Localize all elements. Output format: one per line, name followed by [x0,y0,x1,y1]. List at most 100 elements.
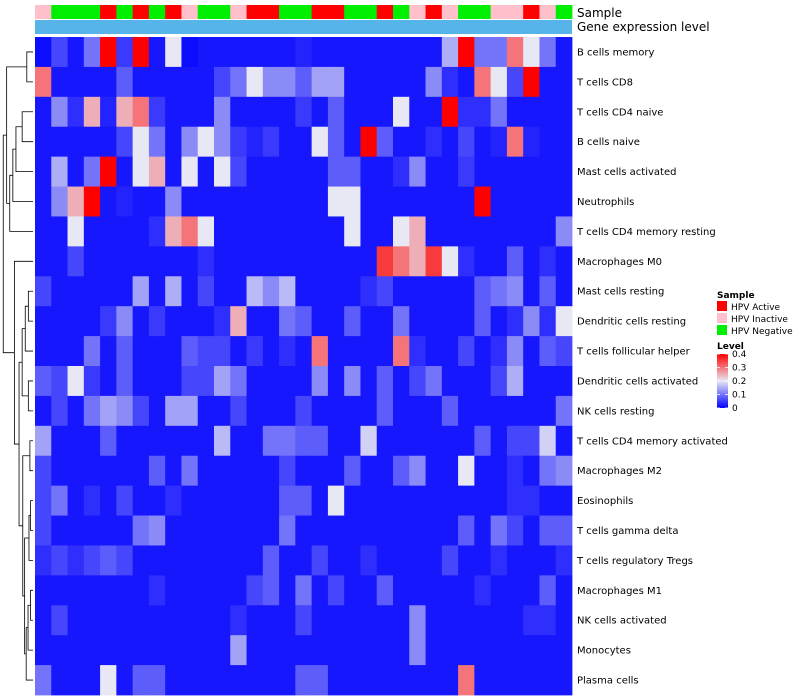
heatmap-cell [83,276,101,307]
heatmap-cell [181,515,199,546]
heatmap-cell [214,37,231,68]
heatmap-cell [214,366,231,397]
heatmap-cell [51,276,68,307]
heatmap-cell [246,455,264,487]
heatmap-cell [197,156,215,187]
heatmap-cell [360,37,378,68]
heatmap-cell [165,665,182,696]
heatmap-cell [539,425,557,457]
heatmap-cell [523,455,540,487]
heatmap-cell [262,126,280,158]
dendrogram-branch [2,134,15,354]
heatmap-cell [555,485,573,516]
heatmap-cell [230,276,247,307]
heatmap-cell [67,126,85,158]
heatmap-cell [393,575,410,606]
heatmap-cell [132,126,150,158]
heatmap-cell [539,485,557,516]
heatmap-cell [83,545,101,576]
heatmap-cell [311,366,329,397]
heatmap-cell [441,96,459,128]
heatmap-cell [35,366,52,397]
heatmap-cell [344,156,361,187]
heatmap-cell [230,186,247,217]
heatmap-cell [197,66,215,98]
heatmap-cell [100,605,117,636]
heatmap-cell [539,395,557,427]
sample-cell [51,5,68,19]
heatmap-cell [441,455,459,487]
heatmap-cell [327,605,345,636]
heatmap-cell [523,276,540,307]
heatmap-cell [100,126,117,158]
heatmap-cell [51,216,68,247]
heatmap-cell [327,126,345,158]
heatmap-cell [409,276,426,307]
heatmap-cell [181,605,199,636]
heatmap-cell [262,37,280,68]
heatmap-cell [490,276,508,307]
heatmap-cell [148,605,166,636]
heatmap-cell [214,156,231,187]
dendrogram-branch [26,51,33,83]
heatmap-cell [555,395,573,427]
heatmap-cell [409,156,426,187]
heatmap-cell [376,665,394,696]
heatmap-cell [344,246,361,277]
heatmap-cell [262,186,280,217]
heatmap-cell [51,96,68,128]
heatmap-cell [344,336,361,367]
heatmap-cell [458,306,475,337]
heatmap-cell [425,246,443,277]
heatmap-cell [148,276,166,307]
heatmap-cell [165,37,182,68]
heatmap-cell [425,66,443,98]
heatmap-cell [360,515,378,546]
heatmap-cell [100,575,117,606]
heatmap-cell [67,665,85,696]
heatmap-cell [51,336,68,367]
heatmap-cell [83,575,101,606]
heatmap-cell [409,575,426,606]
heatmap-cell [132,515,150,546]
heatmap-cell [458,366,475,397]
heatmap-cell [83,366,101,397]
heatmap-cell [132,545,150,576]
level-legend: Level 0 0.1 0.2 0.3 0.4 [717,342,747,414]
heatmap-cell [100,96,117,128]
heatmap-cell [148,216,166,247]
sample-cell [214,5,231,19]
heatmap-cell [132,366,150,397]
heatmap-cell [474,66,492,98]
heatmap-cell [35,425,52,457]
heatmap-cell [393,336,410,367]
heatmap-cell [458,515,475,546]
row-label: Mast cells resting [577,287,664,298]
sample-cell [35,5,52,19]
heatmap-cell [214,276,231,307]
heatmap-cell [311,336,329,367]
heatmap-cell [425,306,443,337]
heatmap-cell [474,156,492,187]
heatmap-cell [344,126,361,158]
heatmap-cell [555,605,573,636]
heatmap-cell [246,545,264,576]
heatmap-cells [35,37,573,696]
heatmap-cell [474,395,492,427]
heatmap-cell [523,605,540,636]
heatmap-cell [327,455,345,487]
sample-cell [100,5,117,19]
heatmap-cell [425,575,443,606]
heatmap-cell [327,96,345,128]
heatmap-cell [344,455,361,487]
heatmap-cell [311,66,329,98]
heatmap-cell [35,156,52,187]
heatmap-cell [490,575,508,606]
heatmap-cell [230,425,247,457]
sample-cell [409,5,426,19]
heatmap-cell [230,605,247,636]
heatmap-cell [262,545,280,576]
heatmap-cell [360,276,378,307]
heatmap-cell [246,186,264,217]
